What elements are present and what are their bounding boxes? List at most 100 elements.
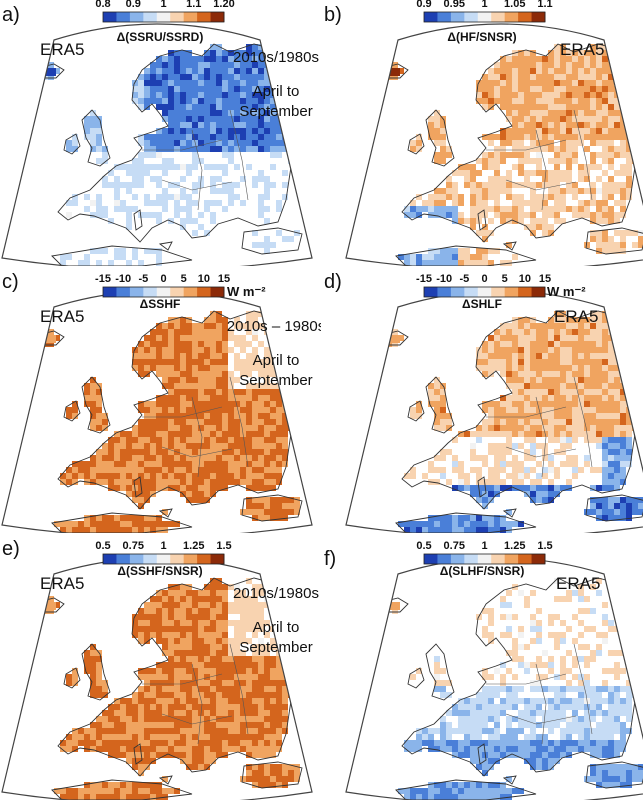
panel-letter: f) — [324, 548, 337, 570]
coastline — [585, 494, 643, 522]
colorbar-tick-label: 0 — [481, 273, 488, 285]
coastline — [158, 775, 173, 785]
colorbar-segment — [210, 554, 225, 564]
colorbar-segment — [103, 287, 117, 297]
map-canvas — [1, 11, 313, 266]
coastline — [241, 761, 303, 789]
period-note-line: September — [239, 103, 313, 120]
map-panel: -15 -10 -5 0 5 10 15 W m⁻² ΔSSHF c) ERA5 2010s – 19… — [0, 267, 321, 533]
variable-title: ΔSHLF — [462, 297, 502, 311]
coastline — [81, 643, 111, 701]
colorbar-tick-label: 1 — [481, 0, 488, 10]
period-note-line: April to — [252, 83, 300, 100]
coastline — [477, 476, 487, 498]
map-panel: 0.5 0.75 1 1.25 1.5 Δ(SLHF/SNSR) f) ERA5 — [322, 534, 643, 800]
colorbar-tick-label: -5 — [138, 273, 149, 285]
colorbar-tick-label: 5 — [180, 273, 187, 285]
colorbar-segment — [210, 12, 225, 22]
colorbar-segment — [464, 287, 479, 297]
colorbar-tick-label: 1.5 — [216, 540, 232, 552]
colorbar-segment — [491, 554, 506, 564]
coastline — [502, 508, 517, 518]
colorbar-segment — [129, 554, 144, 564]
colorbar-segment — [156, 554, 171, 564]
coastline — [63, 400, 81, 422]
map-panel: -15 -10 -5 0 5 10 15 W m⁻² ΔSHLF d) ERA5 — [322, 267, 643, 533]
colorbar-tick-label: 1.25 — [183, 540, 205, 552]
coastline — [63, 133, 81, 155]
colorbar-segment — [170, 287, 185, 297]
colorbar-segment — [450, 554, 465, 564]
map-canvas — [345, 11, 643, 266]
colorbar-tick-label: 0.75 — [443, 540, 465, 552]
colorbar-segment — [156, 12, 171, 22]
variable-title: ΔSSHF — [139, 297, 181, 311]
panel-letter: a) — [2, 4, 20, 26]
coastline — [407, 667, 425, 689]
period-note-line: September — [239, 372, 313, 389]
map-panel: 0.8 0.9 1 1.1 1.20 Δ(SSRU/SSRD) a) ERA5 2010s/19… — [0, 0, 321, 266]
dataset-label: ERA5 — [40, 40, 85, 59]
colorbar-tick-label: 1.20 — [213, 0, 235, 10]
period-note: 2010s/1980s April to September — [233, 48, 319, 122]
colorbar-segment — [170, 12, 185, 22]
dataset-label: ERA5 — [556, 574, 601, 593]
coastline — [407, 133, 425, 155]
map-canvas — [1, 553, 313, 800]
colorbar-segment — [464, 554, 479, 564]
colorbar-segment — [210, 287, 225, 297]
colorbar-tick-label: 0.5 — [95, 540, 111, 552]
period-note-line: April to — [252, 619, 300, 636]
coastline — [158, 508, 173, 518]
coastline — [502, 775, 517, 785]
colorbar-segment — [197, 554, 212, 564]
colorbar-segment — [183, 12, 198, 22]
period-note: 2010s – 1980s April to September — [227, 317, 321, 391]
colorbar-tick-label: -10 — [436, 273, 453, 285]
colorbar-tick-label: 15 — [217, 273, 231, 285]
coastline — [51, 779, 193, 800]
colorbar-segment — [129, 287, 144, 297]
colorbar-segment — [424, 287, 438, 297]
colorbar-segment — [450, 12, 465, 22]
colorbar-segment — [518, 12, 533, 22]
period-note: 2010s/1980s April to September — [233, 584, 319, 658]
coastline — [477, 209, 487, 231]
colorbar-tick-label: 5 — [501, 273, 508, 285]
colorbar-segment — [437, 12, 452, 22]
colorbar-tick-label: 1 — [481, 540, 488, 552]
map-canvas — [345, 286, 643, 533]
colorbar-unit: W m⁻² — [227, 284, 266, 299]
coastline — [585, 227, 643, 255]
colorbar-tick-label: 0.5 — [416, 540, 432, 552]
colorbar-segment — [491, 287, 506, 297]
colorbar-segment — [477, 12, 492, 22]
colorbar-tick-label: 1 — [160, 0, 167, 10]
variable-title: Δ(SSRU/SSRD) — [116, 30, 204, 44]
colorbar-tick-label: 1 — [160, 540, 167, 552]
coastline — [81, 109, 111, 167]
coastline — [425, 376, 455, 434]
colorbar-segment — [424, 12, 438, 22]
colorbar-segment — [518, 287, 533, 297]
colorbar-tick-label: 0.8 — [95, 0, 111, 10]
colorbar-segment — [143, 12, 158, 22]
colorbar-segment — [129, 12, 144, 22]
period-note-line: 2010s – 1980s — [226, 318, 321, 335]
dataset-label: ERA5 — [560, 40, 605, 59]
coastline — [407, 400, 425, 422]
panel-letter: b) — [324, 4, 342, 26]
coastline — [425, 109, 455, 167]
dataset-label: ERA5 — [40, 307, 85, 326]
colorbar-tick-label: 10 — [197, 273, 210, 285]
coastline — [241, 494, 303, 522]
colorbar-tick-label: 1.1 — [537, 0, 553, 10]
colorbar-segment — [504, 287, 519, 297]
colorbar-tick-label: 1.05 — [504, 0, 526, 10]
map-canvas — [1, 286, 313, 533]
panel-letter: d) — [324, 271, 342, 293]
coastline — [81, 376, 111, 434]
colorbar-segment — [518, 554, 533, 564]
coastline — [133, 476, 143, 498]
coastline — [158, 241, 173, 251]
